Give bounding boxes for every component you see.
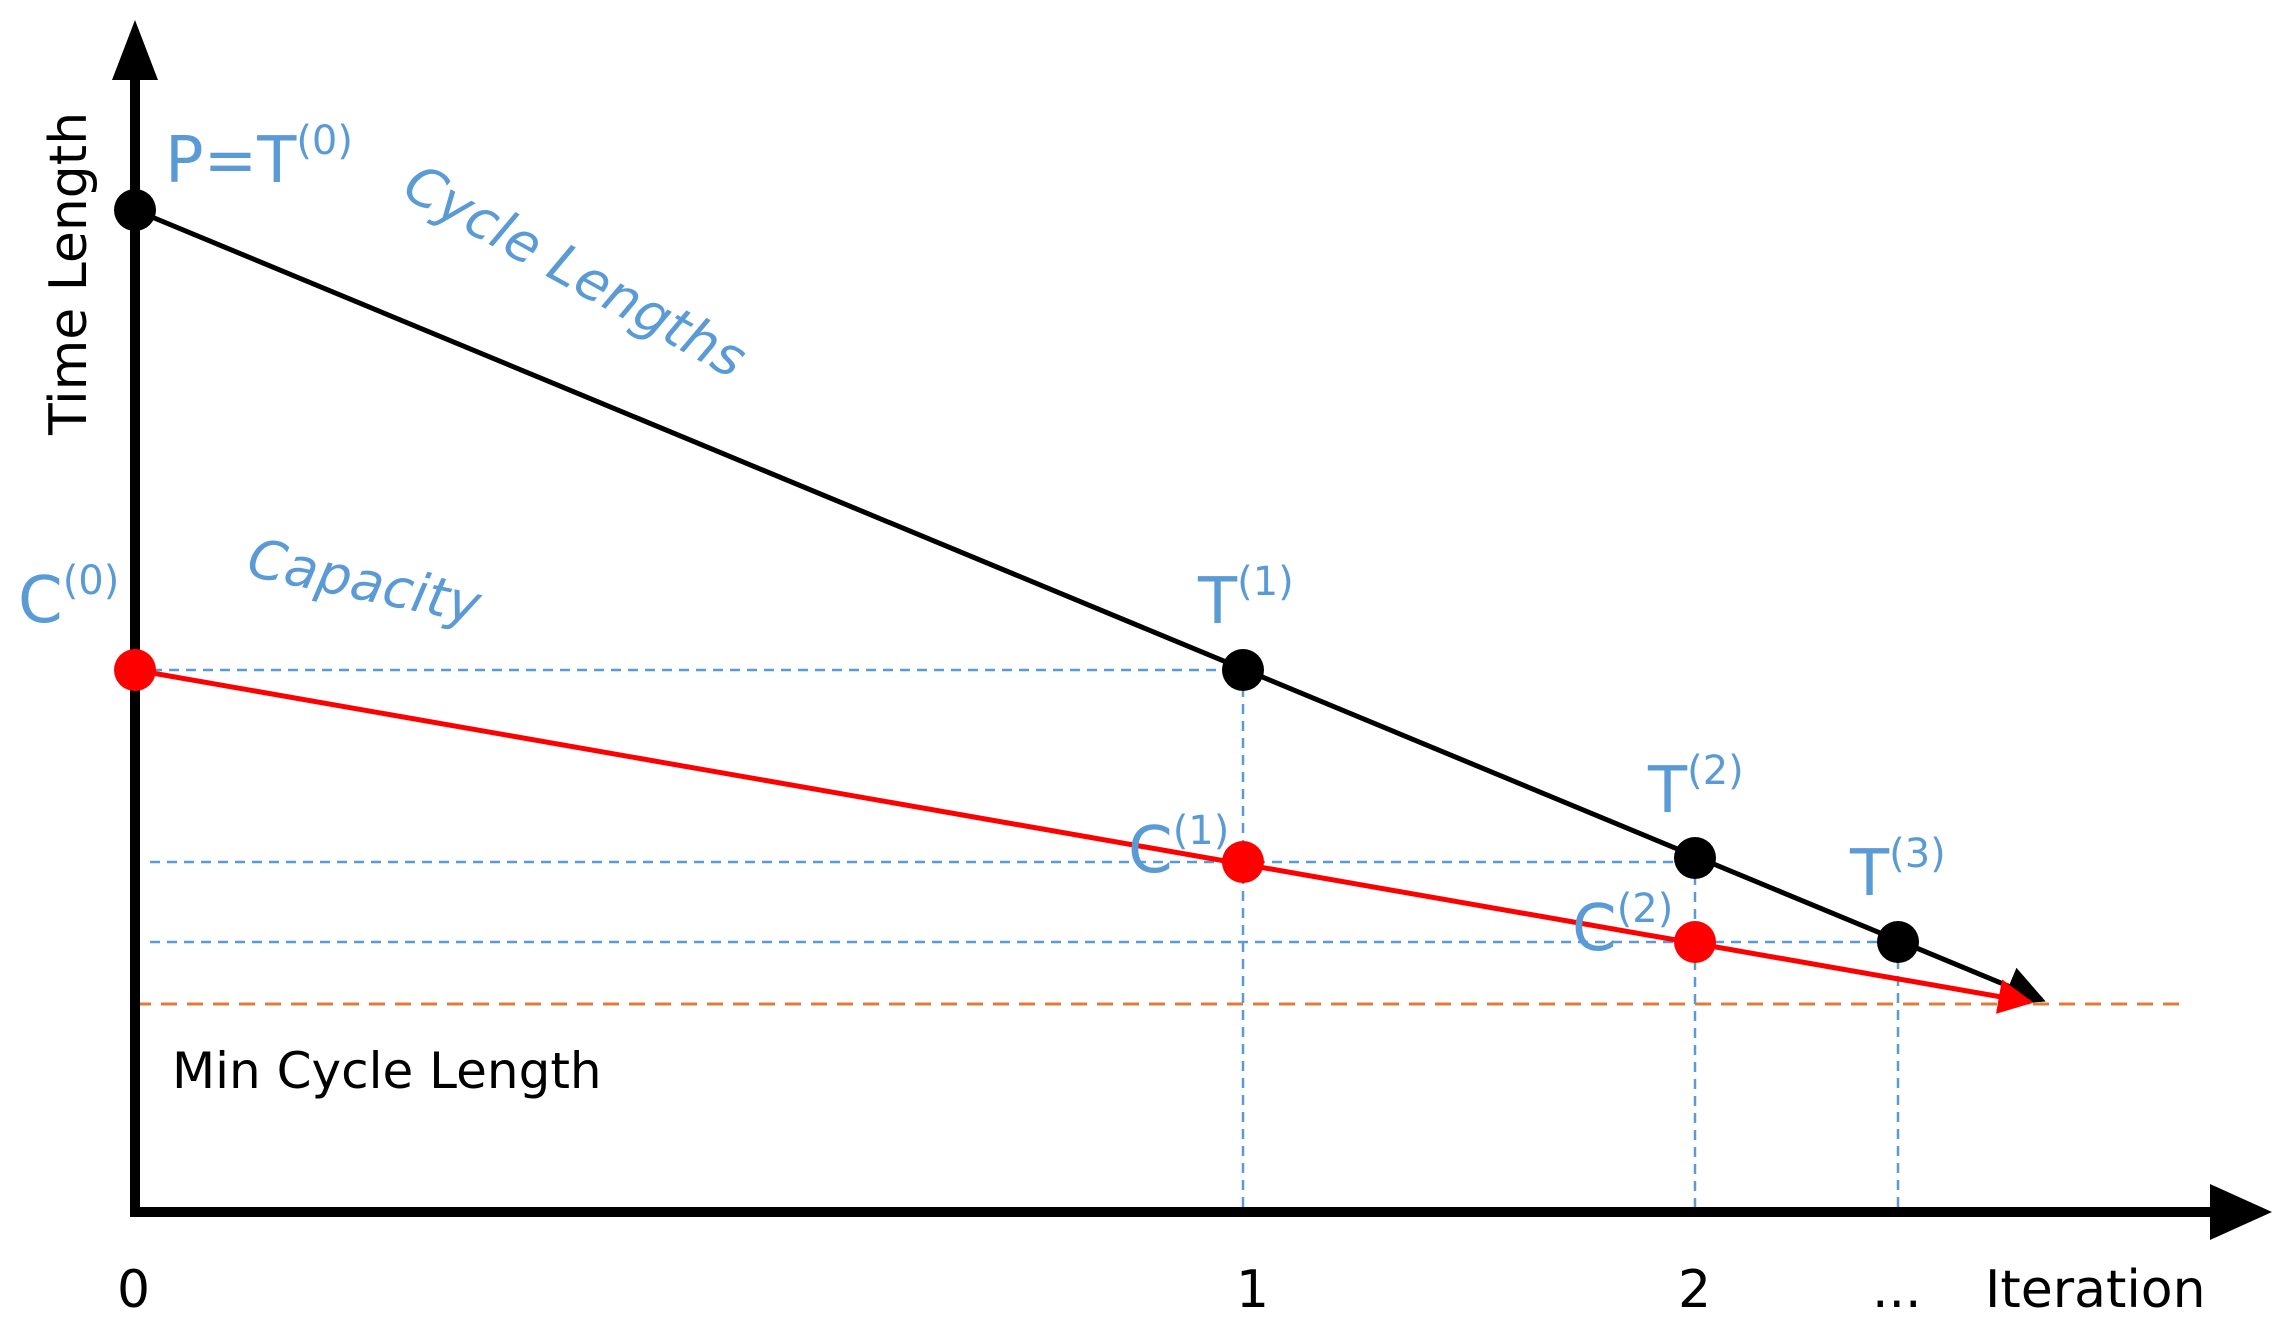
label-t3: T(3): [1849, 831, 1946, 911]
capacity-label: Capacity: [242, 526, 487, 637]
x-tick-2: 2: [1678, 1260, 1711, 1320]
y-axis-label: Time Length: [39, 112, 99, 436]
label-p0: P=T(0): [165, 118, 353, 198]
label-c1: C(1): [1128, 808, 1229, 888]
x-tick-1: 1: [1236, 1260, 1269, 1320]
point-t2: [1674, 837, 1716, 879]
capacity-line: [134, 667, 2034, 1014]
x-axis-label: Iteration: [1985, 1260, 2206, 1320]
label-t1: T(1): [1197, 559, 1294, 639]
point-t1: [1222, 649, 1264, 691]
cycle-lengths-line: [134, 207, 2046, 1005]
point-c2: [1674, 921, 1716, 963]
cycle-lengths-label: Cycle Lengths: [394, 151, 757, 390]
label-t2: T(2): [1647, 748, 1744, 828]
label-c2: C(2): [1572, 886, 1673, 966]
x-axis-arrowhead: [2210, 1184, 2272, 1240]
point-t3: [1877, 921, 1919, 963]
x-tick-0: 0: [117, 1260, 150, 1320]
point-p0: [114, 189, 156, 231]
point-c1: [1222, 841, 1264, 883]
x-tick-ellipsis: ...: [1872, 1260, 1922, 1320]
label-c0: C(0): [18, 558, 119, 638]
y-axis-arrowhead: [112, 20, 158, 80]
point-c0: [114, 649, 156, 691]
min-cycle-length-label: Min Cycle Length: [172, 1042, 602, 1100]
